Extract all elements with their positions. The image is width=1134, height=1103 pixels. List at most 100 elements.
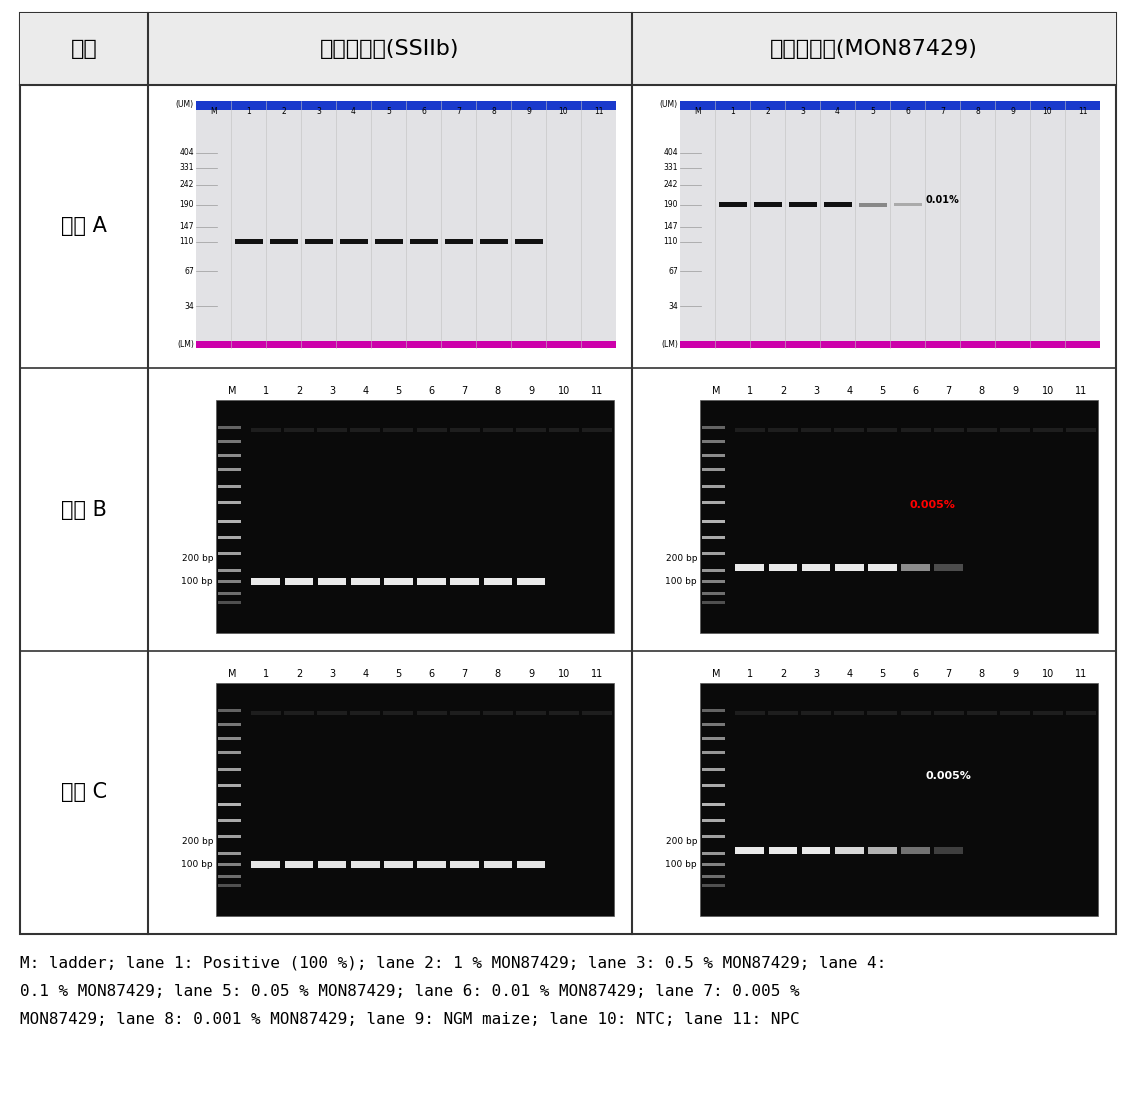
Bar bbox=[967, 428, 997, 432]
Text: 0.005%: 0.005% bbox=[909, 500, 955, 510]
Bar bbox=[702, 427, 725, 429]
Bar bbox=[516, 428, 545, 432]
Text: 190: 190 bbox=[179, 201, 194, 210]
Text: 4: 4 bbox=[362, 386, 369, 396]
Text: 5: 5 bbox=[879, 670, 886, 679]
Text: 기관 B: 기관 B bbox=[61, 500, 107, 520]
Bar bbox=[196, 101, 616, 110]
Text: 6: 6 bbox=[905, 107, 909, 117]
Text: 6: 6 bbox=[429, 386, 434, 396]
Text: 110: 110 bbox=[663, 237, 678, 246]
Bar bbox=[549, 711, 579, 715]
Text: 8: 8 bbox=[979, 386, 985, 396]
Text: 147: 147 bbox=[179, 223, 194, 232]
Bar bbox=[218, 818, 240, 822]
Bar bbox=[20, 13, 1116, 85]
Bar bbox=[702, 875, 725, 878]
Bar bbox=[835, 711, 864, 715]
Bar bbox=[417, 578, 446, 586]
Bar bbox=[768, 711, 798, 715]
Bar bbox=[218, 536, 240, 539]
Text: 8: 8 bbox=[494, 670, 501, 679]
Bar bbox=[788, 202, 816, 207]
Text: 9: 9 bbox=[1010, 107, 1015, 117]
Bar bbox=[517, 861, 545, 868]
Bar bbox=[218, 601, 240, 604]
Bar bbox=[284, 428, 314, 432]
Text: 11: 11 bbox=[594, 107, 603, 117]
Text: 6: 6 bbox=[429, 670, 434, 679]
Text: 1: 1 bbox=[263, 670, 269, 679]
Bar bbox=[1000, 428, 1030, 432]
Bar bbox=[350, 428, 380, 432]
Bar bbox=[1000, 711, 1030, 715]
Text: 10: 10 bbox=[1042, 107, 1052, 117]
Bar bbox=[285, 578, 313, 586]
Bar bbox=[583, 711, 612, 715]
Bar bbox=[835, 565, 863, 571]
Bar bbox=[823, 202, 852, 207]
Text: 2: 2 bbox=[765, 107, 770, 117]
Text: 11: 11 bbox=[1075, 386, 1088, 396]
Bar bbox=[642, 95, 1106, 358]
Bar bbox=[702, 724, 725, 727]
Text: 67: 67 bbox=[668, 267, 678, 276]
Text: 1: 1 bbox=[263, 386, 269, 396]
Bar bbox=[450, 578, 479, 586]
Bar bbox=[702, 520, 725, 523]
Bar bbox=[384, 578, 413, 586]
Bar bbox=[680, 341, 1100, 349]
Text: 9: 9 bbox=[1012, 386, 1018, 396]
Bar bbox=[318, 578, 346, 586]
Text: 1: 1 bbox=[246, 107, 251, 117]
Bar bbox=[339, 239, 367, 244]
Bar bbox=[549, 428, 579, 432]
Bar bbox=[702, 568, 725, 571]
Text: 3: 3 bbox=[329, 670, 336, 679]
Bar bbox=[967, 711, 997, 715]
Text: 3: 3 bbox=[813, 670, 819, 679]
Text: 구조유전자(MON87429): 구조유전자(MON87429) bbox=[770, 39, 978, 58]
Bar bbox=[285, 861, 313, 868]
Text: 1: 1 bbox=[730, 107, 735, 117]
Bar bbox=[251, 711, 281, 715]
Bar bbox=[218, 875, 240, 878]
Text: 9: 9 bbox=[526, 107, 531, 117]
Text: 0.1 % MON87429; lane 5: 0.05 % MON87429; lane 6: 0.01 % MON87429; lane 7: 0.005 : 0.1 % MON87429; lane 5: 0.05 % MON87429;… bbox=[20, 984, 799, 999]
Text: 9: 9 bbox=[1012, 670, 1018, 679]
Text: 242: 242 bbox=[179, 181, 194, 190]
Bar bbox=[374, 239, 403, 244]
Bar bbox=[218, 724, 240, 727]
Bar bbox=[934, 847, 963, 854]
Bar bbox=[934, 565, 963, 571]
Bar bbox=[642, 378, 1106, 641]
Text: 7: 7 bbox=[462, 670, 468, 679]
Text: 7: 7 bbox=[456, 107, 460, 117]
Bar bbox=[235, 239, 262, 244]
Bar bbox=[352, 578, 380, 586]
Bar bbox=[753, 202, 781, 207]
Text: 기관 A: 기관 A bbox=[61, 216, 107, 236]
Bar bbox=[1033, 711, 1064, 715]
Text: 5: 5 bbox=[396, 670, 401, 679]
Text: 2: 2 bbox=[780, 670, 786, 679]
Text: 110: 110 bbox=[179, 237, 194, 246]
Text: 100 bp: 100 bp bbox=[666, 860, 697, 869]
Bar bbox=[218, 738, 240, 740]
Bar bbox=[215, 400, 613, 633]
Text: 4: 4 bbox=[352, 107, 356, 117]
Bar bbox=[700, 683, 1098, 915]
Bar bbox=[735, 428, 764, 432]
Text: 331: 331 bbox=[179, 163, 194, 172]
Text: 34: 34 bbox=[668, 301, 678, 311]
Text: 내재유전자(SSIIb): 내재유전자(SSIIb) bbox=[320, 39, 459, 58]
Bar bbox=[858, 203, 887, 206]
Text: 67: 67 bbox=[184, 267, 194, 276]
Text: 1: 1 bbox=[746, 386, 753, 396]
Text: 34: 34 bbox=[184, 301, 194, 311]
Bar bbox=[769, 847, 797, 854]
Bar bbox=[218, 440, 240, 443]
Text: 200 bp: 200 bp bbox=[666, 837, 697, 846]
Text: 7: 7 bbox=[946, 670, 951, 679]
Bar bbox=[483, 428, 513, 432]
